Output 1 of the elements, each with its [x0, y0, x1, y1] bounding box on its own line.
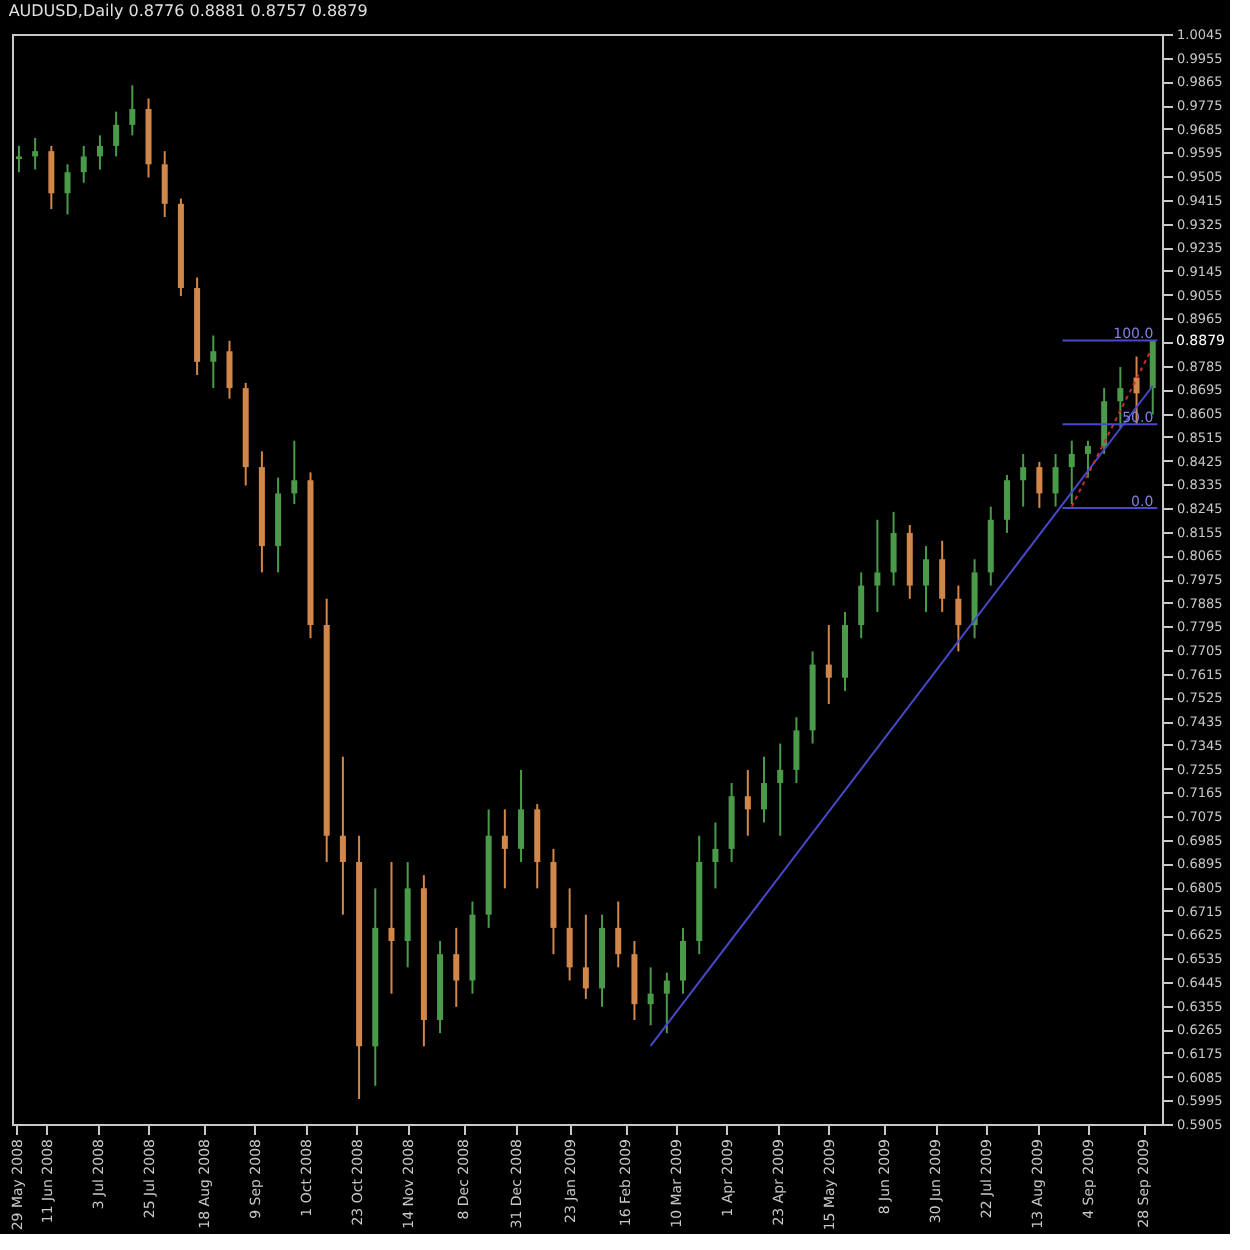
chart-title: AUDUSD,Daily 0.8776 0.8881 0.8757 0.8879: [8, 2, 368, 20]
